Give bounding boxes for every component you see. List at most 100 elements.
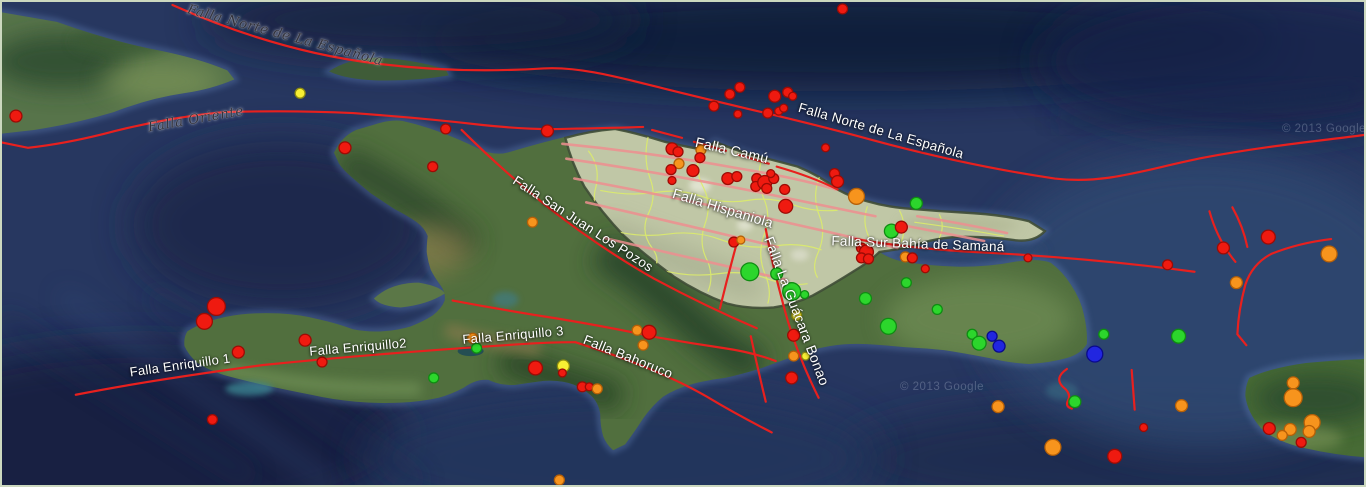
earthquake-marker-red[interactable] xyxy=(862,253,875,265)
earthquake-marker-orange[interactable] xyxy=(637,339,649,351)
earthquake-marker-red[interactable] xyxy=(906,252,918,264)
fault-line-san-juan-south xyxy=(749,335,767,403)
earthquake-marker-red[interactable] xyxy=(665,164,677,176)
earthquake-marker-red[interactable] xyxy=(708,100,720,112)
earthquake-marker-green[interactable] xyxy=(966,328,978,340)
earthquake-marker-red[interactable] xyxy=(724,88,736,100)
earthquake-marker-blue[interactable] xyxy=(1086,345,1104,363)
earthquake-marker-orange[interactable] xyxy=(1044,438,1062,456)
earthquake-marker-yellow[interactable] xyxy=(791,309,803,322)
earthquake-marker-orange[interactable] xyxy=(847,187,866,205)
earthquake-marker-red[interactable] xyxy=(785,371,799,385)
earthquake-marker-orange[interactable] xyxy=(631,324,643,336)
earthquake-marker-green[interactable] xyxy=(900,277,912,289)
fault-line-minor-1 xyxy=(561,142,837,191)
earthquake-marker-green[interactable] xyxy=(1170,328,1187,344)
earthquake-marker-orange[interactable] xyxy=(1283,388,1303,408)
earthquake-marker-red[interactable] xyxy=(9,109,23,123)
earthquake-marker-green[interactable] xyxy=(800,289,810,300)
earthquake-marker-green[interactable] xyxy=(971,335,987,351)
earthquake-marker-red[interactable] xyxy=(1295,436,1307,448)
earthquake-marker-red[interactable] xyxy=(694,152,706,164)
earthquake-marker-red[interactable] xyxy=(766,168,776,179)
fault-line-mona-5 xyxy=(1058,367,1073,410)
earthquake-marker-green[interactable] xyxy=(1098,328,1110,340)
earthquake-marker-red[interactable] xyxy=(761,182,773,195)
earthquake-marker-red[interactable] xyxy=(836,3,849,15)
earthquake-marker-orange[interactable] xyxy=(673,158,685,170)
fault-line-la-guacara-bonao xyxy=(764,228,820,399)
earthquake-marker-red[interactable] xyxy=(820,143,831,153)
earthquake-marker-red[interactable] xyxy=(667,175,677,186)
earthquake-marker-red[interactable] xyxy=(1023,253,1033,263)
earthquake-marker-red[interactable] xyxy=(1107,448,1123,464)
earthquake-marker-red[interactable] xyxy=(734,81,746,93)
earthquake-marker-orange[interactable] xyxy=(1302,424,1316,439)
earthquake-marker-orange[interactable] xyxy=(1174,399,1189,413)
earthquake-marker-red[interactable] xyxy=(1161,259,1174,271)
earthquake-marker-orange[interactable] xyxy=(1283,422,1297,437)
earthquake-marker-red[interactable] xyxy=(557,368,567,378)
earthquake-marker-orange[interactable] xyxy=(466,332,479,344)
earthquake-marker-red[interactable] xyxy=(527,360,544,376)
earthquake-marker-red[interactable] xyxy=(787,328,801,342)
earthquake-marker-green[interactable] xyxy=(782,282,802,302)
earthquake-marker-red[interactable] xyxy=(830,174,845,189)
earthquake-marker-red[interactable] xyxy=(641,324,657,340)
earthquake-marker-red[interactable] xyxy=(206,296,226,317)
earthquake-marker-red[interactable] xyxy=(1139,422,1149,433)
earthquake-marker-green[interactable] xyxy=(879,317,898,335)
earthquake-marker-yellow[interactable] xyxy=(294,87,306,99)
earthquake-marker-red[interactable] xyxy=(779,183,791,196)
fault-line-san-juan-branch xyxy=(718,241,738,310)
earthquake-marker-orange[interactable] xyxy=(991,400,1005,414)
earthquake-marker-blue[interactable] xyxy=(992,339,1006,353)
earthquake-marker-orange[interactable] xyxy=(1320,245,1338,263)
earthquake-marker-red[interactable] xyxy=(427,161,439,173)
earthquake-marker-red[interactable] xyxy=(788,91,798,101)
earthquake-marker-orange[interactable] xyxy=(1276,429,1288,442)
earthquake-marker-orange[interactable] xyxy=(553,474,565,485)
earthquake-marker-red[interactable] xyxy=(686,164,700,178)
earthquake-marker-orange[interactable] xyxy=(736,235,746,245)
earthquake-marker-red[interactable] xyxy=(894,220,908,234)
earthquake-marker-red[interactable] xyxy=(206,413,219,426)
earthquake-marker-red[interactable] xyxy=(338,141,352,155)
earthquake-marker-green[interactable] xyxy=(931,303,943,316)
earthquake-marker-red[interactable] xyxy=(762,107,774,119)
fault-line-minor-4 xyxy=(584,201,780,249)
earthquake-marker-red[interactable] xyxy=(195,312,214,330)
earthquake-marker-orange[interactable] xyxy=(526,216,539,228)
earthquake-marker-red[interactable] xyxy=(778,198,794,214)
earthquake-marker-red[interactable] xyxy=(540,124,555,138)
earthquake-marker-red[interactable] xyxy=(298,333,312,347)
earthquake-marker-green[interactable] xyxy=(909,196,923,210)
earthquake-marker-orange[interactable] xyxy=(1229,276,1244,290)
earthquake-marker-red[interactable] xyxy=(731,170,743,183)
earthquake-marker-red[interactable] xyxy=(231,345,245,359)
earthquake-marker-red[interactable] xyxy=(1260,229,1276,245)
earthquake-marker-orange[interactable] xyxy=(1286,376,1300,390)
earthquake-marker-red[interactable] xyxy=(672,146,684,158)
earthquake-marker-green[interactable] xyxy=(428,372,440,384)
earthquake-marker-green[interactable] xyxy=(470,342,483,354)
earthquake-marker-yellow[interactable] xyxy=(801,351,811,361)
earthquake-marker-red[interactable] xyxy=(779,103,789,113)
earthquake-marker-red[interactable] xyxy=(316,356,328,368)
earthquake-marker-red[interactable] xyxy=(1216,241,1231,255)
earthquake-marker-orange[interactable] xyxy=(788,350,800,362)
earthquake-marker-red[interactable] xyxy=(440,123,452,135)
earthquake-marker-orange[interactable] xyxy=(591,383,603,395)
earthquake-marker-green[interactable] xyxy=(858,291,873,306)
earthquake-marker-green[interactable] xyxy=(1068,395,1082,409)
earthquake-marker-red[interactable] xyxy=(1262,421,1276,436)
earthquake-marker-red[interactable] xyxy=(920,264,930,274)
fault-line-bahoruco xyxy=(574,341,773,434)
earthquake-marker-red[interactable] xyxy=(733,109,743,119)
earthquake-marker-red[interactable] xyxy=(768,89,782,103)
earthquake-marker-green[interactable] xyxy=(770,267,784,281)
earthquake-marker-green[interactable] xyxy=(740,262,760,282)
earthquake-marker-blue[interactable] xyxy=(986,330,998,342)
